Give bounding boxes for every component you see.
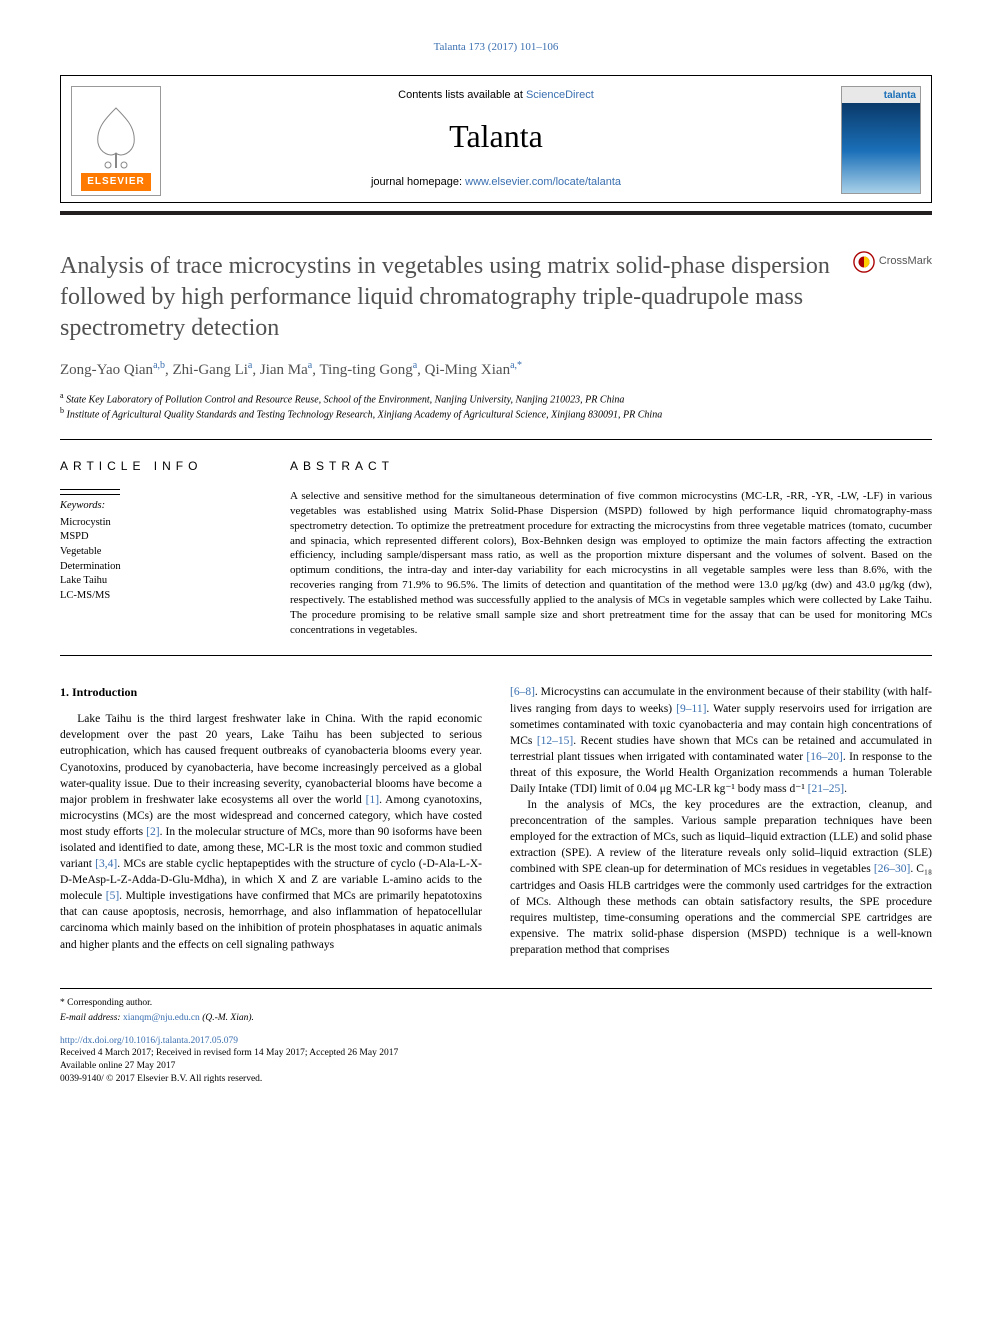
contents-prefix: Contents lists available at: [398, 89, 526, 101]
body-paragraph: [6–8]. Microcystins can accumulate in th…: [510, 684, 932, 797]
elsevier-logo: ELSEVIER: [71, 86, 161, 196]
author-list: Zong-Yao Qiana,b, Zhi-Gang Lia, Jian Maa…: [60, 359, 932, 381]
journal-cover-thumbnail: talanta: [841, 86, 921, 194]
divider: [60, 655, 932, 656]
keywords-label: Keywords:: [60, 494, 260, 514]
crossmark-icon: [853, 251, 875, 273]
contents-list-line: Contents lists available at ScienceDirec…: [61, 88, 931, 103]
email-link[interactable]: xianqm@nju.edu.cn: [123, 1013, 200, 1023]
abstract-heading: ABSTRACT: [290, 458, 932, 475]
header-frame: ELSEVIER talanta Contents lists availabl…: [60, 75, 932, 203]
email-line: E-mail address: xianqm@nju.edu.cn (Q.-M.…: [60, 1012, 932, 1025]
body-columns: 1. Introduction Lake Taihu is the third …: [60, 684, 932, 958]
received-line: Received 4 March 2017; Received in revis…: [60, 1047, 932, 1060]
cover-title: talanta: [842, 87, 920, 105]
body-paragraph: Lake Taihu is the third largest freshwat…: [60, 711, 482, 952]
header-citation: Talanta 173 (2017) 101–106: [60, 40, 932, 55]
header-rule: [60, 211, 932, 215]
body-paragraph: In the analysis of MCs, the key procedur…: [510, 797, 932, 958]
doi-link[interactable]: http://dx.doi.org/10.1016/j.talanta.2017…: [60, 1035, 932, 1048]
affiliation-b: b Institute of Agricultural Quality Stan…: [60, 406, 932, 421]
article-info-column: ARTICLE INFO Keywords: Microcystin MSPD …: [60, 458, 260, 637]
keyword: Determination: [60, 560, 260, 575]
crossmark-label: CrossMark: [879, 254, 932, 269]
keyword: Microcystin: [60, 516, 260, 531]
page-footer: * Corresponding author. E-mail address: …: [60, 988, 932, 1086]
homepage-link[interactable]: www.elsevier.com/locate/talanta: [465, 176, 621, 188]
copyright-line: 0039-9140/ © 2017 Elsevier B.V. All righ…: [60, 1073, 932, 1086]
homepage-prefix: journal homepage:: [371, 176, 465, 188]
affiliations: a State Key Laboratory of Pollution Cont…: [60, 391, 932, 422]
crossmark-badge[interactable]: CrossMark: [853, 251, 932, 273]
keyword: Vegetable: [60, 545, 260, 560]
abstract-column: ABSTRACT A selective and sensitive metho…: [290, 458, 932, 637]
keyword: LC-MS/MS: [60, 589, 260, 604]
keyword: MSPD: [60, 530, 260, 545]
corresponding-author: * Corresponding author.: [60, 997, 932, 1010]
section-heading: 1. Introduction: [60, 684, 482, 701]
email-suffix: (Q.-M. Xian).: [200, 1013, 254, 1023]
email-label: E-mail address:: [60, 1013, 123, 1023]
available-line: Available online 27 May 2017: [60, 1060, 932, 1073]
abstract-text: A selective and sensitive method for the…: [290, 489, 932, 637]
article-title: Analysis of trace microcystins in vegeta…: [60, 251, 833, 345]
journal-name: Talanta: [61, 114, 931, 159]
article-info-heading: ARTICLE INFO: [60, 458, 260, 475]
elsevier-label: ELSEVIER: [81, 173, 150, 191]
keywords-rule: [60, 489, 120, 490]
elsevier-tree-icon: [86, 103, 146, 173]
sciencedirect-link[interactable]: ScienceDirect: [526, 89, 594, 101]
affiliation-a: a State Key Laboratory of Pollution Cont…: [60, 391, 932, 406]
homepage-line: journal homepage: www.elsevier.com/locat…: [61, 175, 931, 202]
keyword: Lake Taihu: [60, 574, 260, 589]
